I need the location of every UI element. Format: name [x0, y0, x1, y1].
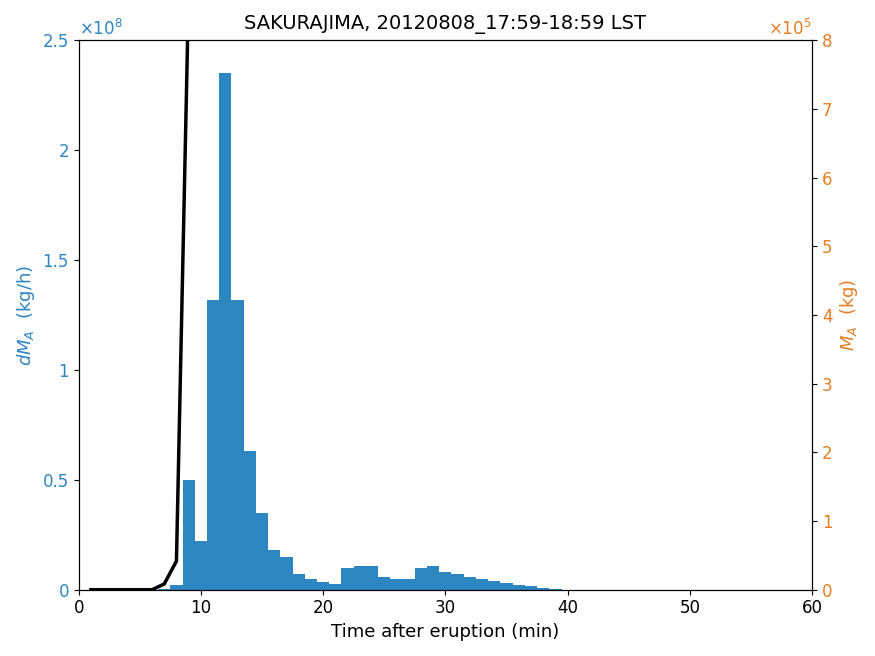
Bar — [464, 577, 476, 590]
Bar — [439, 572, 452, 590]
Bar — [207, 300, 220, 590]
Bar — [329, 584, 341, 590]
Text: $\times 10^5$: $\times 10^5$ — [768, 18, 812, 39]
Y-axis label: $dM_A$  (kg/h): $dM_A$ (kg/h) — [15, 264, 37, 365]
Bar — [171, 585, 183, 590]
Y-axis label: $M_A$  (kg): $M_A$ (kg) — [838, 279, 860, 351]
Bar — [488, 581, 500, 590]
Title: SAKURAJIMA, 20120808_17:59-18:59 LST: SAKURAJIMA, 20120808_17:59-18:59 LST — [244, 15, 647, 34]
Bar — [378, 577, 390, 590]
Bar — [427, 565, 439, 590]
Bar — [243, 451, 256, 590]
Bar — [304, 579, 317, 590]
Bar — [452, 575, 464, 590]
Bar — [183, 480, 195, 590]
Bar — [415, 567, 427, 590]
Bar — [390, 579, 402, 590]
Bar — [341, 567, 354, 590]
Bar — [525, 586, 537, 590]
Bar — [232, 300, 243, 590]
Bar — [513, 585, 525, 590]
Bar — [500, 583, 513, 590]
Bar — [195, 541, 207, 590]
Bar — [268, 550, 280, 590]
Bar — [280, 557, 292, 590]
Bar — [354, 565, 366, 590]
Bar — [402, 579, 415, 590]
Text: $\times 10^8$: $\times 10^8$ — [79, 18, 123, 39]
Bar — [158, 588, 171, 590]
Bar — [292, 575, 304, 590]
Bar — [537, 588, 550, 590]
Bar — [317, 582, 329, 590]
Bar — [220, 73, 232, 590]
Bar — [550, 588, 562, 590]
Bar — [255, 513, 268, 590]
X-axis label: Time after eruption (min): Time after eruption (min) — [332, 623, 559, 641]
Bar — [366, 565, 378, 590]
Bar — [476, 579, 488, 590]
